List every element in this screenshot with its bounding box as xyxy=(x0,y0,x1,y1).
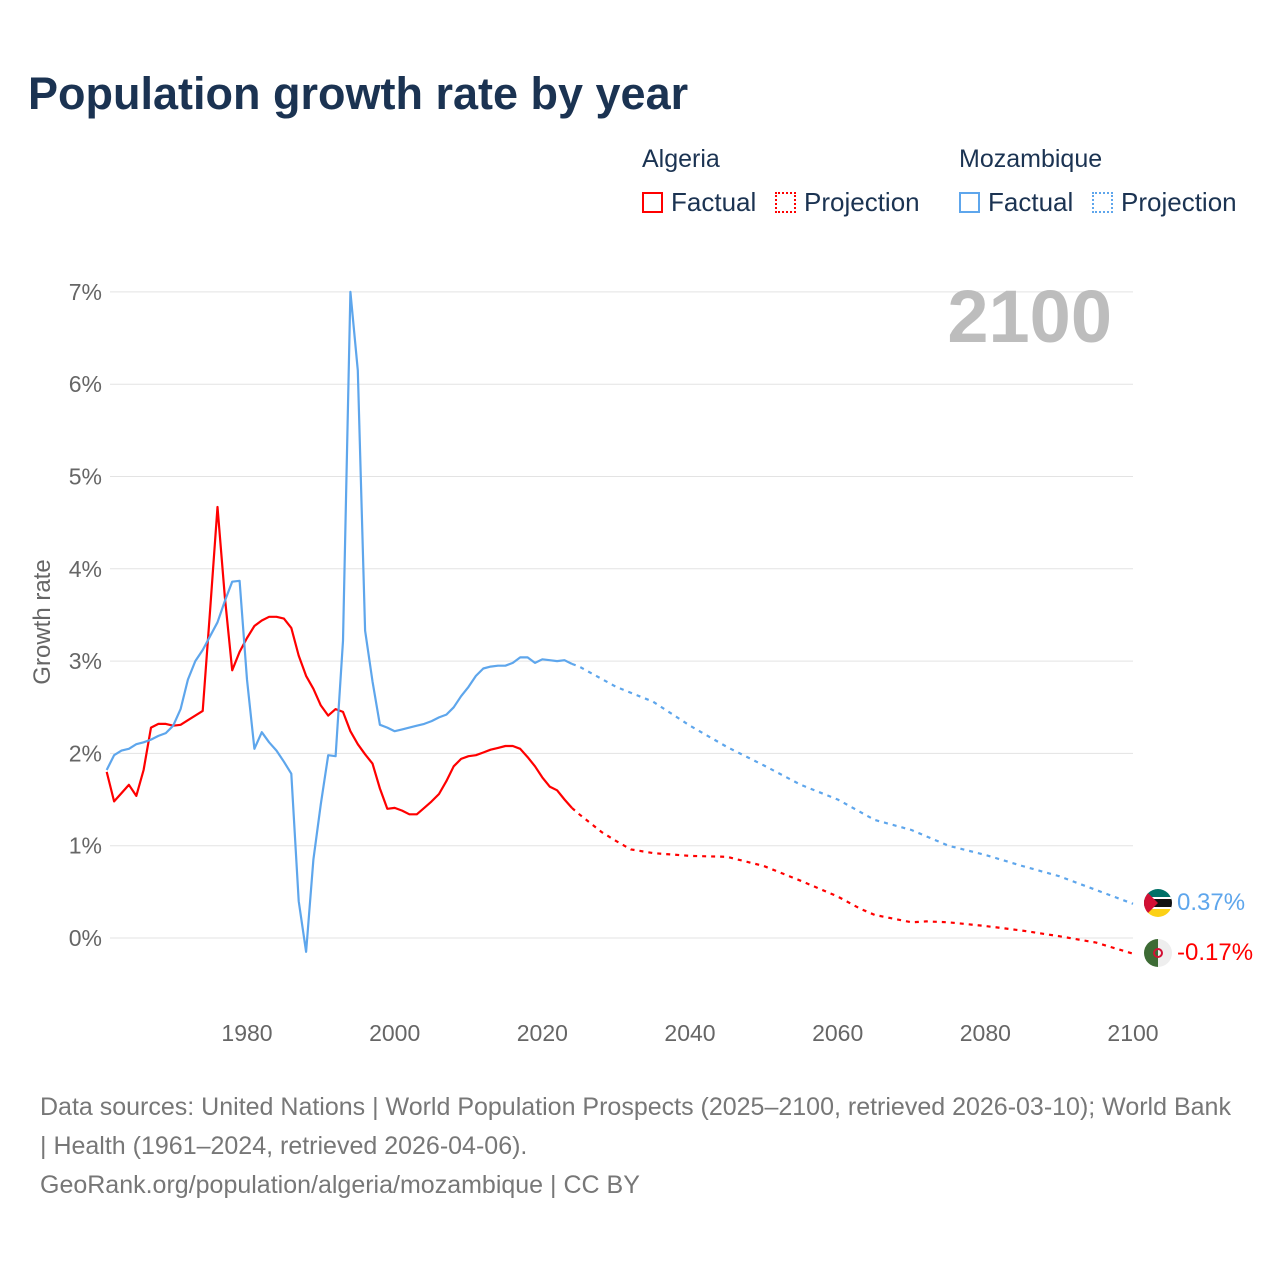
legend-group-algeria: Algeria xyxy=(642,145,720,173)
x-tick-label: 2040 xyxy=(664,1020,715,1046)
legend-label: Factual xyxy=(988,187,1074,217)
x-tick-label: 2080 xyxy=(960,1020,1011,1046)
series-line-algeria-projection xyxy=(571,807,1134,955)
y-tick-label: 2% xyxy=(69,740,102,766)
page-title: Population growth rate by year xyxy=(28,68,689,119)
x-tick-label: 2000 xyxy=(369,1020,420,1046)
footer: Data sources: United Nations | World Pop… xyxy=(40,1088,1240,1205)
x-tick-label: 2060 xyxy=(812,1020,863,1046)
x-tick-label: 2100 xyxy=(1107,1020,1158,1046)
plot-area: 0% 1% 2% 3% 4% 5% 6% 7% 1980 2000 2020 2040 2060 2080… xyxy=(29,275,1253,1046)
series-line-mozambique-factual xyxy=(105,290,573,953)
legend-swatch-dotted xyxy=(1092,192,1113,213)
y-tick-label: 4% xyxy=(69,556,102,582)
source-link[interactable]: GeoRank.org/population/algeria/mozambiqu… xyxy=(40,1171,640,1199)
legend-group-mozambique: Mozambique xyxy=(959,145,1103,173)
legend-algeria-factual[interactable]: Factual xyxy=(642,187,756,218)
y-tick-label: 1% xyxy=(69,833,102,859)
legend-label: Projection xyxy=(804,187,920,217)
legend-swatch-solid xyxy=(959,192,980,213)
legend-label: Factual xyxy=(671,187,757,217)
y-tick-label: 7% xyxy=(69,279,102,305)
y-axis-label: Growth rate xyxy=(29,559,56,684)
y-tick-label: 0% xyxy=(69,925,102,951)
legend-mozambique-factual[interactable]: Factual xyxy=(959,187,1073,218)
series-line-mozambique-projection xyxy=(571,662,1134,905)
legend-swatch-dotted xyxy=(775,192,796,213)
legend-algeria-projection[interactable]: Projection xyxy=(775,187,920,218)
year-watermark: 2100 xyxy=(947,275,1112,358)
legend-mozambique-projection[interactable]: Projection xyxy=(1092,187,1237,218)
y-tick-label: 6% xyxy=(69,371,102,397)
legend-label: Projection xyxy=(1121,187,1237,217)
x-tick-label: 1980 xyxy=(221,1020,272,1046)
end-label-algeria: -0.17% xyxy=(1177,939,1253,966)
end-label-mozambique: 0.37% xyxy=(1177,889,1245,916)
legend-swatch-solid xyxy=(642,192,663,213)
data-sources: Data sources: United Nations | World Pop… xyxy=(40,1093,1231,1160)
flag-algeria xyxy=(1144,939,1172,967)
x-tick-label: 2020 xyxy=(517,1020,568,1046)
y-tick-label: 5% xyxy=(69,464,102,490)
flag-mozambique xyxy=(1144,889,1172,917)
y-tick-label: 3% xyxy=(69,648,102,674)
